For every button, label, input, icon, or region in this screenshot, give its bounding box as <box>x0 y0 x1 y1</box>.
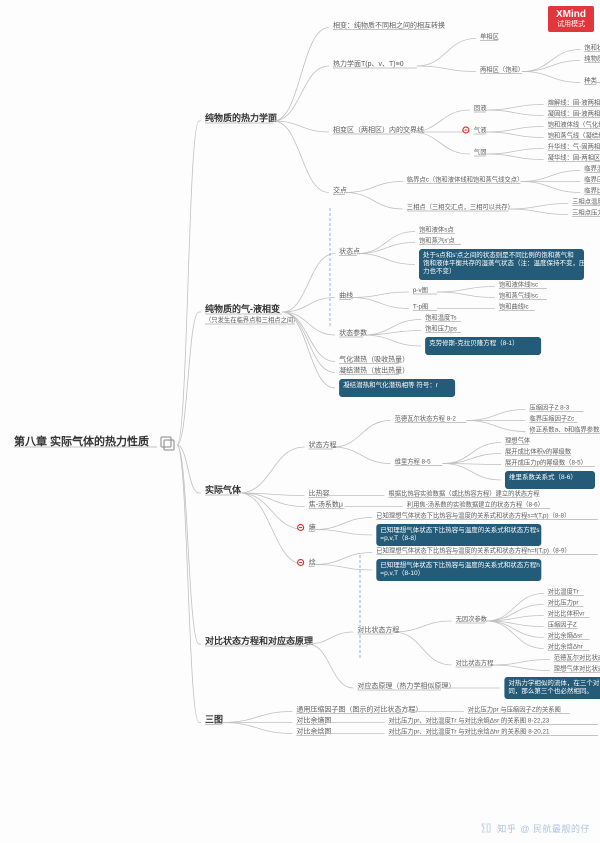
svg-text:已知理想气体状态下比热容与温度的关系式和状态方程h: 已知理想气体状态下比热容与温度的关系式和状态方程h <box>380 560 540 569</box>
svg-text:饱和蒸气线lsc: 饱和蒸气线lsc <box>499 291 538 300</box>
svg-text:比热容: 比热容 <box>309 489 330 498</box>
svg-text:饱和液体线lsc: 饱和液体线lsc <box>499 280 538 289</box>
svg-text:（只发生在临界点和三相点之间）: （只发生在临界点和三相点之间） <box>205 315 299 324</box>
svg-text:饱和蒸汽s'点: 饱和蒸汽s'点 <box>419 236 455 245</box>
svg-text:三相点（三相交汇点，三相可以共存）: 三相点（三相交汇点，三相可以共存） <box>407 202 514 211</box>
svg-text:临界比体积vc: 临界比体积vc <box>584 186 600 195</box>
svg-text:饱和蒸气线（凝结线）：气-液两相区与气相区的交界线: 饱和蒸气线（凝结线）：气-液两相区与气相区的交界线 <box>548 131 600 140</box>
svg-text:气液: 气液 <box>474 125 487 134</box>
svg-text:凝结潜热和气化潜热相等 符号：r: 凝结潜热和气化潜热相等 符号：r <box>343 380 439 389</box>
svg-text:p-v图: p-v图 <box>413 286 428 294</box>
svg-text:单相区: 单相区 <box>480 32 499 41</box>
svg-text:三相点压力pt: 三相点压力pt <box>572 208 600 217</box>
svg-text:气化潜热（吸收热量）: 气化潜热（吸收热量） <box>339 355 409 364</box>
zhihu-icon <box>479 821 493 835</box>
svg-text:无因次参数: 无因次参数 <box>456 614 488 623</box>
svg-text:对比余焓图: 对比余焓图 <box>296 727 331 736</box>
svg-text:熵: 熵 <box>309 523 316 532</box>
svg-text:对比状态方程和对应态原理: 对比状态方程和对应态原理 <box>205 635 313 646</box>
svg-text:饱和温度Ts: 饱和温度Ts <box>425 313 456 322</box>
svg-text:通用压缩因子图（图示的对比状态方程）: 通用压缩因子图（图示的对比状态方程） <box>296 705 422 714</box>
svg-text:理想气体对比状态方程: 理想气体对比状态方程 <box>554 664 600 673</box>
svg-text:对比余熵Δsr: 对比余熵Δsr <box>548 631 583 640</box>
svg-text:纯物质具有相同的压力和温度: 纯物质具有相同的压力和温度 <box>584 54 600 63</box>
svg-text:压缩因子Z: 压缩因子Z <box>548 620 577 629</box>
svg-text:维里系数关系式（8-6）: 维里系数关系式（8-6） <box>509 472 577 481</box>
svg-text:维里方程 8-5: 维里方程 8-5 <box>395 457 432 466</box>
svg-text:对比比体积vr: 对比比体积vr <box>548 609 585 618</box>
svg-text:第八章 实际气体的热力性质: 第八章 实际气体的热力性质 <box>14 434 149 448</box>
svg-text:=p,v,T（8-10）: =p,v,T（8-10） <box>380 569 424 577</box>
svg-text:已知理想气体状态下比热容与温度的关系式和状态方程s=f(T,: 已知理想气体状态下比热容与温度的关系式和状态方程s=f(T,p)（8-8） <box>376 511 570 520</box>
svg-text:三图: 三图 <box>205 715 223 725</box>
svg-text:临界温度Tc: 临界温度Tc <box>584 164 600 173</box>
svg-text:状态参数: 状态参数 <box>339 328 367 337</box>
svg-text:对比温度Tr: 对比温度Tr <box>548 587 579 596</box>
svg-text:对比余焓Δhr: 对比余焓Δhr <box>548 642 583 651</box>
svg-text:修正系数a、b和临界参数间关系 8-4: 修正系数a、b和临界参数间关系 8-4 <box>529 425 600 434</box>
svg-text:饱和液体线（气化线）：气-液两相区与液相区的交界线: 饱和液体线（气化线）：气-液两相区与液相区的交界线 <box>548 120 600 129</box>
svg-text:临界压力pc: 临界压力pc <box>584 175 600 184</box>
svg-text:种类: 种类 <box>584 76 597 85</box>
svg-text:展开成比体积v的幂级数: 展开成比体积v的幂级数 <box>505 447 572 456</box>
svg-text:对热力学相似的流体，在三个对比参数中，如果有两个相: 对热力学相似的流体，在三个对比参数中，如果有两个相 <box>508 678 600 687</box>
svg-text:曲线: 曲线 <box>339 291 353 300</box>
svg-text:=p,v,T（8-8）: =p,v,T（8-8） <box>380 534 420 542</box>
svg-text:凝华线：固-两相区与气相区的交界线: 凝华线：固-两相区与气相区的交界线 <box>548 153 600 162</box>
svg-text:范德瓦尔状态方程 8-2: 范德瓦尔状态方程 8-2 <box>395 414 457 423</box>
svg-text:对比余熵图: 对比余熵图 <box>296 716 331 725</box>
wm-site: 知乎 <box>497 822 516 835</box>
svg-text:饱和状态：两种不同相平衡共存: 饱和状态：两种不同相平衡共存 <box>584 43 600 52</box>
svg-text:同，那么第三个也必然相同。: 同，那么第三个也必然相同。 <box>508 686 593 695</box>
svg-text:压缩因子Z 8-3: 压缩因子Z 8-3 <box>529 403 569 412</box>
svg-text:对比状态方程: 对比状态方程 <box>357 625 399 634</box>
svg-text:临界压缩因子Zc: 临界压缩因子Zc <box>529 414 574 423</box>
svg-text:对比状态方程: 对比状态方程 <box>456 658 494 667</box>
svg-text:对比压力pr: 对比压力pr <box>548 598 579 607</box>
svg-text:两相区（饱和）: 两相区（饱和） <box>480 65 524 74</box>
svg-text:已知理想气体状态下比热容与温度的关系式和状态方程s: 已知理想气体状态下比热容与温度的关系式和状态方程s <box>380 525 540 534</box>
watermark: 知乎 @ 民航最靓的仔 <box>479 821 590 835</box>
svg-text:相变：纯物质不同相之间的相互转换: 相变：纯物质不同相之间的相互转换 <box>333 21 445 30</box>
svg-text:状态方程: 状态方程 <box>309 440 337 449</box>
svg-text:升华线：气-固两相区与固相区的交界线: 升华线：气-固两相区与固相区的交界线 <box>548 142 600 151</box>
svg-text:凝固线：固-液两相区与液相区的交界线: 凝固线：固-液两相区与液相区的交界线 <box>548 109 600 118</box>
svg-text:对应态原理（热力学相似原理）: 对应态原理（热力学相似原理） <box>357 681 455 690</box>
svg-text:熔解线：固-液两相区与固相区的交界线: 熔解线：固-液两相区与固相区的交界线 <box>548 98 600 107</box>
svg-text:纯物质的气-液相变: 纯物质的气-液相变 <box>205 303 280 314</box>
svg-text:对比压力pr 与压缩因子Z的关系图: 对比压力pr 与压缩因子Z的关系图 <box>468 705 561 714</box>
svg-text:根据比热容实验数据（或比热容方程）建立的状态方程: 根据比热容实验数据（或比热容方程）建立的状态方程 <box>389 489 541 498</box>
wm-user: @ 民航最靓的仔 <box>520 822 590 835</box>
svg-text:热力学面T(p、v、T)≡0: 热力学面T(p、v、T)≡0 <box>333 59 404 68</box>
svg-text:T-p图: T-p图 <box>413 303 428 311</box>
svg-text:焦-汤系数μ: 焦-汤系数μ <box>309 500 343 509</box>
svg-text:理想气体: 理想气体 <box>505 436 531 445</box>
svg-text:实际气体: 实际气体 <box>205 484 242 495</box>
svg-text:饱和液体s点: 饱和液体s点 <box>419 225 454 234</box>
svg-text:饱和曲线lc: 饱和曲线lc <box>499 302 529 311</box>
svg-text:凝结潜热（放出热量）: 凝结潜热（放出热量） <box>339 366 409 375</box>
svg-text:已知理想气体状态下比热容与温度的关系式和状态方程h=f(T,: 已知理想气体状态下比热容与温度的关系式和状态方程h=f(T,p)（8-9） <box>376 546 570 555</box>
svg-text:处于s点和s'点之间的状态则是不同比例的饱和蒸气和: 处于s点和s'点之间的状态则是不同比例的饱和蒸气和 <box>423 250 574 259</box>
svg-text:临界点c（饱和液体线和饱和蒸气线交点）: 临界点c（饱和液体线和饱和蒸气线交点） <box>407 175 524 184</box>
svg-text:对比压力pr、对比温度Tr 与对比余焓Δhr 的关系图 8-: 对比压力pr、对比温度Tr 与对比余焓Δhr 的关系图 8-20,21 <box>389 727 551 736</box>
svg-text:交点: 交点 <box>333 186 347 195</box>
svg-text:三相点温度Tt: 三相点温度Tt <box>572 197 600 206</box>
mindmap-canvas: 第八章 实际气体的热力性质 纯物质的热力学面 相变：纯物质不同相之间的相互转换热力学… <box>0 0 600 843</box>
svg-text:饱和液体平衡共存的湿蒸气状态（注：温度保持不变，压: 饱和液体平衡共存的湿蒸气状态（注：温度保持不变，压 <box>423 258 586 267</box>
svg-text:纯物质的热力学面: 纯物质的热力学面 <box>205 112 277 123</box>
svg-text:相变区（两相区）内的交界线: 相变区（两相区）内的交界线 <box>333 125 424 134</box>
svg-text:范德瓦尔对比状态方程（8-9,12）: 范德瓦尔对比状态方程（8-9,12） <box>554 653 600 662</box>
svg-text:状态点: 状态点 <box>339 247 360 256</box>
svg-text:饱和压力ps: 饱和压力ps <box>425 324 457 333</box>
svg-text:固液: 固液 <box>474 103 487 112</box>
svg-text:展开成压力p的幂级数（8-5）: 展开成压力p的幂级数（8-5） <box>505 458 587 467</box>
svg-text:力也不变）: 力也不变） <box>423 266 456 275</box>
svg-text:焓: 焓 <box>309 558 316 567</box>
svg-text:气固: 气固 <box>474 147 487 156</box>
svg-text:对比压力pr、对比温度Tr 与对比余熵Δsr 的关系图 8-: 对比压力pr、对比温度Tr 与对比余熵Δsr 的关系图 8-22,23 <box>389 716 550 725</box>
svg-text:克劳修斯-克拉贝隆方程（8-1）: 克劳修斯-克拉贝隆方程（8-1） <box>429 338 519 347</box>
svg-text:利用焦-汤系数的实验数据建立的状态方程（8-6）: 利用焦-汤系数的实验数据建立的状态方程（8-6） <box>407 500 544 509</box>
